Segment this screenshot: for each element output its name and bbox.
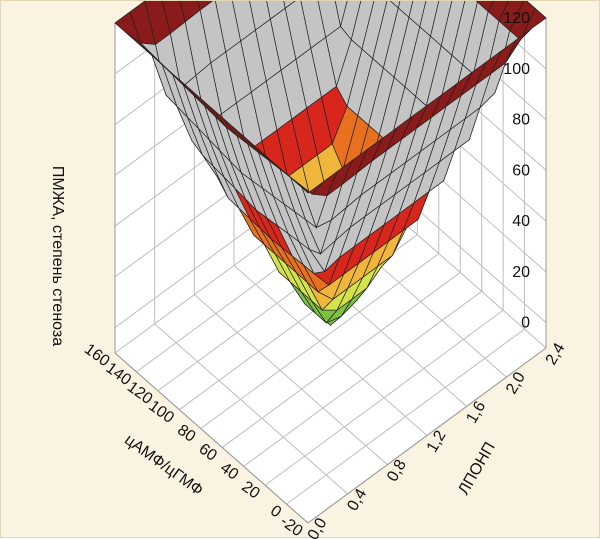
z-axis-label: ПМЖА, степень стеноза	[49, 166, 66, 346]
z-tick-label: 40	[512, 213, 530, 230]
z-tick-label: 20	[512, 264, 530, 281]
surface-patch	[297, 181, 324, 195]
z-tick-label: 80	[512, 112, 530, 129]
grid-line	[200, 253, 440, 429]
z-tick-label: 120	[503, 10, 530, 27]
x-tick-label: 20	[238, 478, 262, 502]
surface-layer	[114, 1, 547, 327]
grid-line	[286, 328, 525, 505]
grid-line	[154, 323, 348, 495]
grid-line	[233, 265, 428, 436]
grid-line	[264, 309, 504, 486]
box-edge	[307, 347, 547, 524]
y-tick-label: 2,4	[543, 340, 569, 368]
z-tick-label: 100	[503, 61, 530, 78]
y-axis-label: ЛПОНП	[455, 440, 498, 498]
box-edge	[114, 352, 309, 524]
grid-line	[194, 294, 388, 466]
z-tick-label: 60	[512, 162, 530, 179]
x-tick-label: 40	[217, 459, 241, 483]
surface-patch	[334, 1, 348, 27]
x-tick-label: 80	[174, 422, 198, 446]
grid-line	[221, 272, 461, 448]
x-tick-label: 60	[195, 440, 219, 464]
z-tick-label: 0	[521, 315, 530, 332]
x-axis-label: цАМФ/цГМФ	[121, 431, 206, 499]
grid-line	[243, 290, 482, 467]
